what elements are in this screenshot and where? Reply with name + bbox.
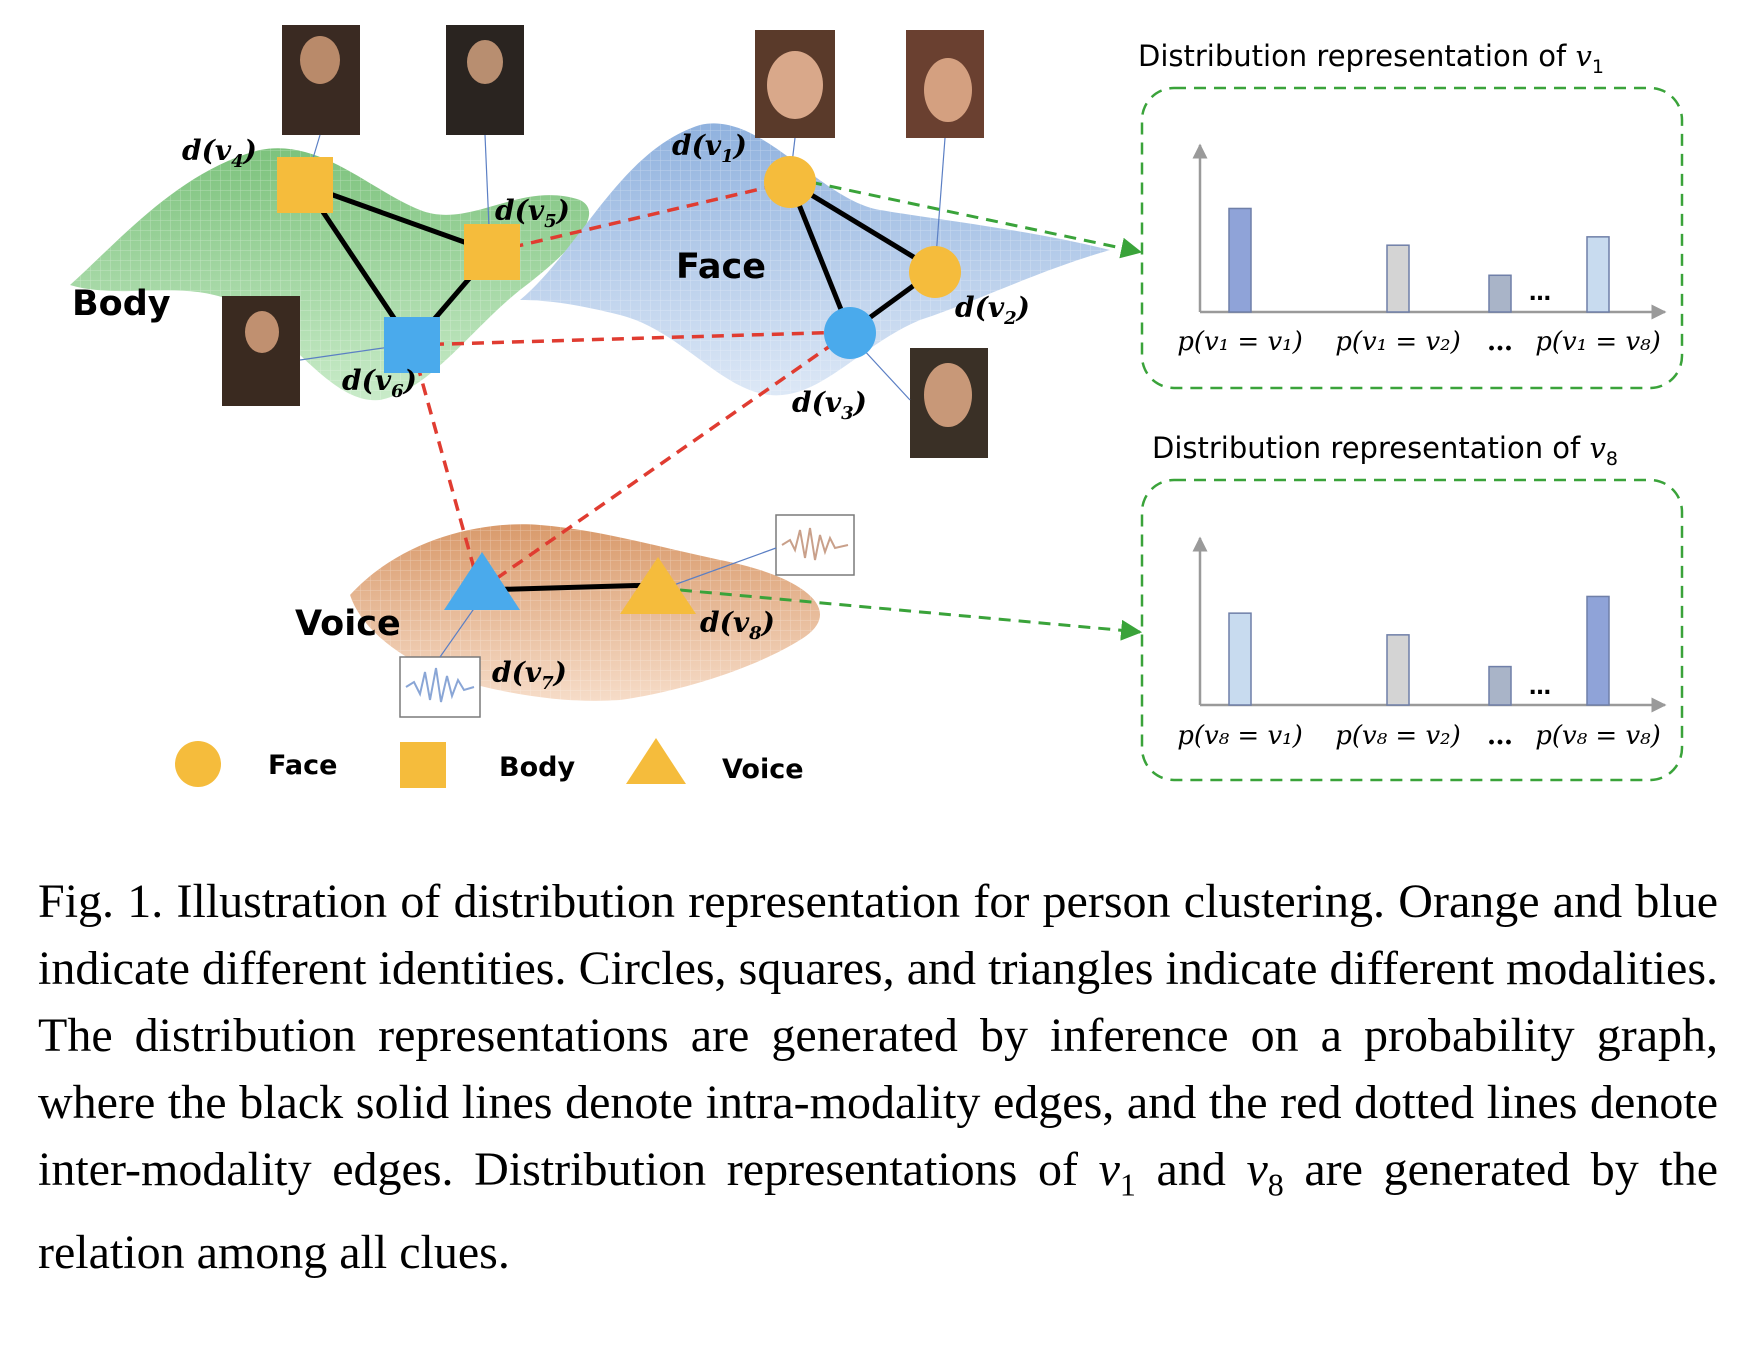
node-v8 (620, 557, 696, 614)
legend-body-icon (400, 742, 446, 788)
panel-title-v1: Distribution representation of v1 (1138, 39, 1604, 78)
panel-ellipsis-v8: … (1529, 675, 1551, 700)
panel-box-v8 (1140, 478, 1684, 782)
bar (1228, 207, 1252, 313)
thumbnails (222, 25, 988, 718)
legend-face-icon (175, 741, 221, 787)
body-surface (70, 148, 590, 401)
node-v6 (384, 317, 440, 373)
node-v4 (277, 157, 333, 213)
tick-label: p(v₈ = v₂) (1335, 721, 1460, 751)
voice-wave-v7 (399, 656, 481, 718)
bar (1488, 274, 1512, 313)
bar (1586, 595, 1610, 706)
label-v1: d(v1) (672, 129, 747, 167)
tick-label: p(v₁ = v₈) (1535, 327, 1660, 357)
legend-voice-label: Voice (722, 754, 804, 785)
node-v2 (909, 246, 961, 298)
bar (1586, 236, 1610, 313)
bars-v1 (1228, 207, 1610, 313)
node-v5 (464, 224, 520, 280)
panel-ellipsis-v1: … (1529, 281, 1551, 306)
node-v3 (824, 307, 876, 359)
inter-modality-edges (410, 180, 852, 592)
panel-title-v8: Distribution representation of v8 (1152, 431, 1618, 470)
figure: Body Face Voice d(v4) d(v5) d(v6) d(v1) … (70, 25, 1684, 788)
bar (1386, 244, 1410, 313)
tick-label: p(v₁ = v₁) (1177, 327, 1302, 357)
bar (1228, 612, 1252, 706)
label-v5: d(v5) (495, 194, 570, 232)
layer-label-body: Body (72, 284, 171, 324)
legend: Face Body Voice (175, 738, 804, 788)
node-v1 (764, 156, 816, 208)
label-v4: d(v4) (182, 134, 257, 172)
bar (1488, 665, 1512, 706)
figure-caption: Fig. 1. Illustration of distribution rep… (38, 875, 1719, 1279)
tick-label: … (1487, 327, 1513, 357)
label-v2: d(v2) (955, 291, 1030, 329)
panel-box-v1 (1140, 86, 1684, 390)
bar (1386, 634, 1410, 706)
label-v6: d(v6) (342, 364, 417, 402)
panel-labels-v8: p(v₈ = v₁) p(v₈ = v₂) … p(v₈ = v₈) (1177, 721, 1660, 751)
layer-label-face: Face (676, 247, 766, 287)
label-v8: d(v8) (700, 606, 775, 644)
layer-label-voice: Voice (295, 604, 401, 644)
panel-arrows (679, 180, 1143, 641)
label-v3: d(v3) (792, 386, 867, 424)
label-v7: d(v7) (492, 656, 567, 694)
tick-label: p(v₈ = v₁) (1177, 721, 1302, 751)
legend-voice-icon (626, 738, 686, 784)
voice-wave-v8 (775, 514, 855, 576)
tick-label: … (1487, 721, 1513, 751)
tick-label: p(v₈ = v₈) (1535, 721, 1660, 751)
node-labels: d(v4) d(v5) d(v6) d(v1) d(v2) d(v3) d(v8… (182, 129, 1030, 694)
face-surface (520, 123, 1110, 396)
node-v7 (444, 552, 520, 610)
legend-face-label: Face (268, 750, 337, 781)
tick-label: p(v₁ = v₂) (1335, 327, 1460, 357)
legend-body-label: Body (499, 752, 575, 783)
panel-labels-v1: p(v₁ = v₁) p(v₁ = v₂) … p(v₁ = v₈) (1177, 327, 1660, 357)
bars-v8 (1228, 595, 1610, 706)
